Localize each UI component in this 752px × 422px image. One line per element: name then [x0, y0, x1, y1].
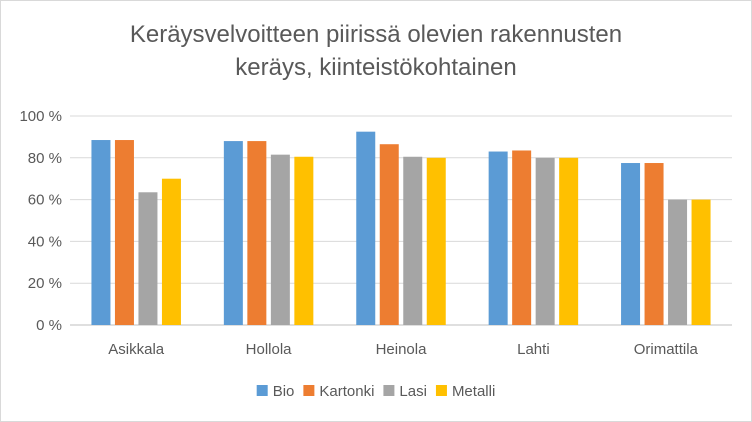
bar-kartonki-heinola	[379, 144, 399, 325]
y-tick-label: 100 %	[19, 108, 62, 125]
bar-metalli-asikkala	[161, 178, 181, 325]
bar-lasi-asikkala	[138, 192, 158, 325]
bar-bio-hollola	[223, 141, 243, 325]
bar-lasi-lahti	[535, 157, 555, 325]
x-tick-label: Hollola	[246, 341, 293, 358]
chart-title: Keräysvelvoitteen piirissä olevien raken…	[0, 18, 752, 84]
legend-label-kartonki: Kartonki	[319, 383, 374, 400]
bar-bio-asikkala	[91, 140, 111, 325]
legend-label-bio: Bio	[273, 383, 295, 400]
bar-kartonki-hollola	[247, 141, 267, 325]
legend-label-metalli: Metalli	[452, 383, 495, 400]
legend-label-lasi: Lasi	[399, 383, 427, 400]
y-tick-label: 80 %	[28, 150, 62, 167]
bar-kartonki-lahti	[512, 150, 532, 325]
legend-swatch-bio	[256, 385, 268, 396]
bar-metalli-hollola	[294, 156, 314, 325]
bar-lasi-heinola	[403, 156, 423, 325]
bar-kartonki-asikkala	[114, 140, 134, 325]
bar-bio-heinola	[356, 131, 376, 325]
chart-title-line-2: keräys, kiinteistökohtainen	[235, 54, 517, 81]
y-tick-label: 20 %	[28, 275, 62, 292]
x-tick-label: Orimattila	[634, 341, 699, 358]
legend-swatch-lasi	[383, 385, 395, 396]
bar-bio-orimattila	[621, 163, 641, 325]
bar-metalli-orimattila	[691, 199, 711, 325]
bar-metalli-lahti	[559, 157, 579, 325]
x-tick-label: Heinola	[376, 341, 428, 358]
bar-metalli-heinola	[426, 157, 446, 325]
x-tick-label: Asikkala	[108, 341, 165, 358]
y-tick-label: 60 %	[28, 192, 62, 209]
bar-lasi-hollola	[270, 154, 290, 325]
chart-title-line-1: Keräysvelvoitteen piirissä olevien raken…	[129, 21, 623, 48]
x-tick-label: Lahti	[517, 341, 550, 358]
legend-swatch-metalli	[435, 385, 447, 396]
legend-swatch-kartonki	[303, 385, 315, 396]
y-tick-label: 40 %	[28, 233, 62, 250]
bar-lasi-orimattila	[668, 199, 688, 325]
y-tick-label: 0 %	[36, 317, 62, 334]
bar-bio-lahti	[488, 151, 508, 325]
bar-kartonki-orimattila	[644, 163, 664, 325]
